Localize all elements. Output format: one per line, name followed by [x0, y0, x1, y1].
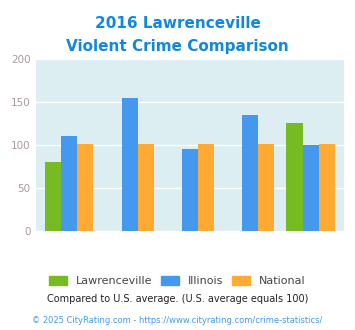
Bar [121, 98, 138, 231]
Text: Violent Crime Comparison: Violent Crime Comparison [66, 39, 289, 54]
Bar [242, 115, 258, 231]
Text: 2016 Lawrenceville: 2016 Lawrenceville [94, 16, 261, 31]
Text: © 2025 CityRating.com - https://www.cityrating.com/crime-statistics/: © 2025 CityRating.com - https://www.city… [32, 315, 323, 325]
Bar [45, 162, 61, 231]
Bar [77, 144, 93, 231]
Bar [319, 144, 335, 231]
Bar [138, 144, 154, 231]
Bar [302, 145, 319, 231]
Legend: Lawrenceville, Illinois, National: Lawrenceville, Illinois, National [45, 271, 310, 290]
Bar [198, 144, 214, 231]
Text: Compared to U.S. average. (U.S. average equals 100): Compared to U.S. average. (U.S. average … [47, 294, 308, 304]
Bar [61, 136, 77, 231]
Bar [286, 123, 302, 231]
Bar [258, 144, 274, 231]
Bar [182, 149, 198, 231]
